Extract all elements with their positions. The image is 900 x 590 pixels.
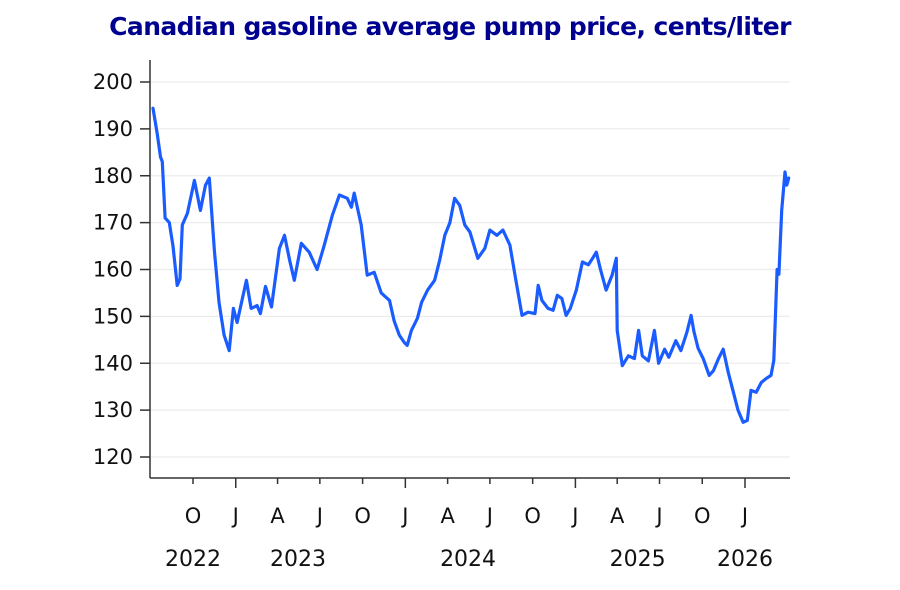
x-tick-label: A (270, 504, 285, 528)
y-tick-label: 180 (93, 164, 133, 188)
year-label: 2026 (717, 547, 773, 572)
x-tick-label: J (485, 504, 493, 528)
y-tick-label: 120 (93, 445, 133, 469)
chart-title: Canadian gasoline average pump price, ce… (109, 12, 791, 41)
x-tick-label: J (654, 504, 662, 528)
x-tick-label: O (694, 504, 711, 528)
x-tick-label: J (315, 504, 323, 528)
year-labels: 2022 2023 2024 2025 2026 (165, 547, 773, 572)
year-label: 2023 (270, 547, 326, 572)
gridlines (150, 81, 790, 458)
series-line-price (151, 106, 791, 424)
x-tick-label: A (440, 504, 455, 528)
y-tick-label: 160 (93, 258, 133, 282)
y-tick-label: 140 (93, 351, 133, 375)
x-tick-label: J (570, 504, 578, 528)
x-tick-label: O (524, 504, 541, 528)
x-tick-label: O (185, 504, 202, 528)
y-tick-label: 200 (93, 70, 133, 94)
x-tick-label: J (740, 504, 748, 528)
y-tick-label: 190 (93, 117, 133, 141)
series-layer (151, 106, 791, 424)
x-tick-label: J (400, 504, 408, 528)
y-tick-label: 170 (93, 211, 133, 235)
year-label: 2022 (165, 547, 221, 572)
y-tick-label: 150 (93, 304, 133, 328)
x-tick-label: A (610, 504, 625, 528)
y-tick-label: 130 (93, 398, 133, 422)
x-tick-label: J (231, 504, 239, 528)
x-tick-label: O (354, 504, 371, 528)
year-label: 2024 (440, 547, 496, 572)
y-ticks: 120 130 140 150 160 170 180 190 200 (93, 70, 150, 469)
year-label: 2025 (610, 547, 666, 572)
